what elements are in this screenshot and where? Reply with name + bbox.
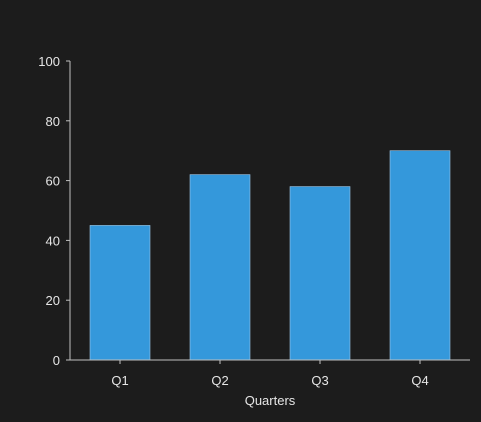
bars-layer bbox=[89, 150, 451, 361]
x-axis-ticks: Q1 Q2 Q3 Q4 bbox=[111, 360, 429, 388]
y-tick-label: 40 bbox=[46, 233, 60, 248]
y-tick-label: 20 bbox=[46, 293, 60, 308]
axes-layer bbox=[69, 61, 470, 361]
x-tick-label: Q3 bbox=[311, 373, 328, 388]
x-axis-title: Quarters bbox=[245, 393, 296, 408]
y-tick-label: 100 bbox=[38, 54, 60, 69]
bar-q3 bbox=[289, 186, 351, 361]
bar-q1 bbox=[89, 225, 151, 361]
x-tick-label: Q4 bbox=[411, 373, 428, 388]
y-axis-ticks: 0 20 40 60 80 100 bbox=[38, 54, 70, 368]
bar-q2 bbox=[189, 174, 251, 361]
bar-q4 bbox=[389, 150, 451, 361]
x-tick-label: Q1 bbox=[111, 373, 128, 388]
y-tick-label: 0 bbox=[53, 353, 60, 368]
y-tick-label: 60 bbox=[46, 174, 60, 189]
x-tick-label: Q2 bbox=[211, 373, 228, 388]
y-tick-label: 80 bbox=[46, 114, 60, 129]
